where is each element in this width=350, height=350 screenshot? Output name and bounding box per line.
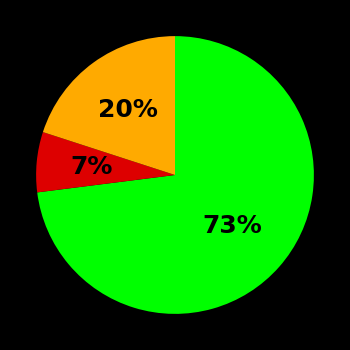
Text: 7%: 7%	[71, 155, 113, 179]
Wedge shape	[36, 132, 175, 192]
Wedge shape	[43, 36, 175, 175]
Text: 73%: 73%	[202, 214, 262, 238]
Wedge shape	[37, 36, 314, 314]
Text: 20%: 20%	[98, 98, 158, 122]
